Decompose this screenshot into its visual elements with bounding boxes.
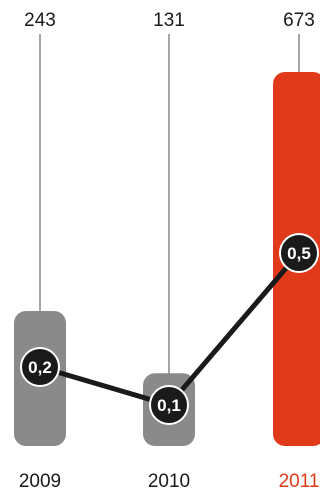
- markers-group: 0,2 0,1 0,5: [20, 233, 319, 425]
- top-label-2009: 243: [24, 10, 56, 31]
- category-label-2011: 2011: [279, 471, 320, 492]
- top-label-2011: 673: [283, 10, 315, 31]
- ratio-marker-2011: [279, 233, 319, 273]
- ratio-label-2011: 0,5: [287, 244, 311, 263]
- category-label-2009: 2009: [19, 471, 61, 492]
- ratio-marker-2009: [20, 347, 60, 387]
- category-labels-group: 2009 2010 2011: [19, 471, 320, 492]
- ratio-marker-2010: [149, 385, 189, 425]
- top-label-2010: 131: [153, 10, 185, 31]
- category-label-2010: 2010: [148, 471, 190, 492]
- stems-group: [39, 34, 300, 384]
- ratio-label-2010: 0,1: [157, 396, 181, 415]
- ratio-label-2009: 0,2: [28, 358, 52, 377]
- top-labels-group: 243 131 673: [24, 10, 315, 31]
